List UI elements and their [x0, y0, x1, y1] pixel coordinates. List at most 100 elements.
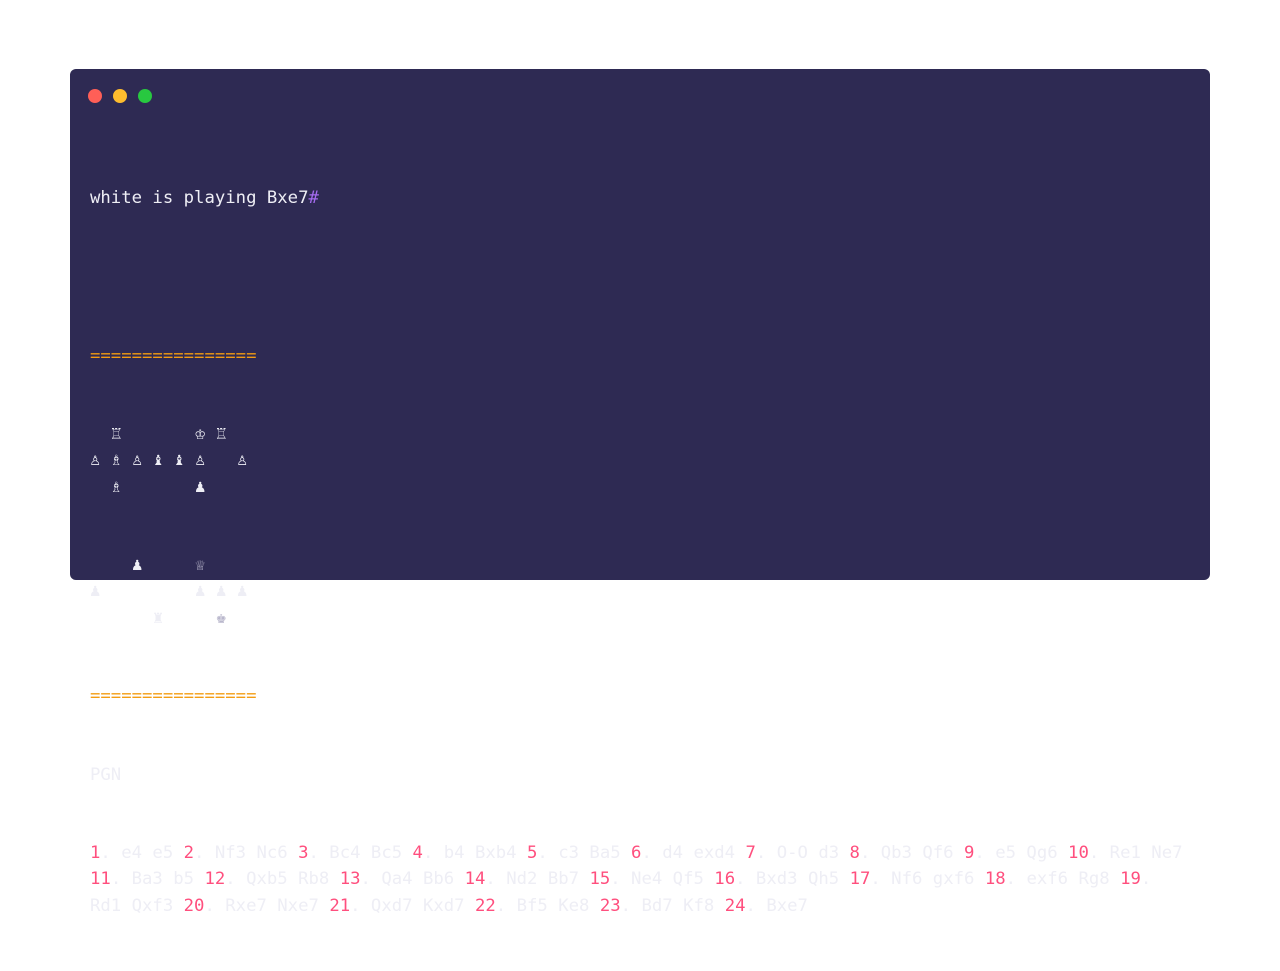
empty-square — [132, 474, 153, 500]
move-number: 15 — [589, 869, 611, 890]
maximize-button[interactable] — [138, 89, 152, 103]
empty-square — [132, 605, 153, 631]
pgn-label: PGN — [90, 764, 122, 785]
board-rank-3: ♟ ♕ — [90, 552, 1190, 578]
empty-square — [237, 605, 258, 631]
empty-square — [237, 500, 258, 526]
terminal-window: white is playing Bxe7# ================ … — [70, 69, 1210, 916]
empty-square — [132, 578, 153, 604]
board-rank-5 — [90, 500, 1190, 526]
board-rank-2: ♟ ♟ ♟ ♟ — [90, 578, 1190, 604]
move-text: . Qxb5 Rb8 — [225, 869, 340, 890]
move-text: . b4 Bxb4 — [422, 843, 527, 864]
empty-square — [174, 500, 195, 526]
empty-square — [174, 474, 195, 500]
empty-square — [90, 605, 111, 631]
move-number: 8 — [849, 843, 860, 864]
move-number: 4 — [412, 843, 423, 864]
move-text: . Rxe7 Nxe7 — [204, 895, 330, 916]
move-number: 18 — [984, 869, 1006, 890]
chess-piece: ♙ — [237, 450, 248, 471]
move-text: . Qa4 Bb6 — [360, 869, 465, 890]
empty-square — [132, 421, 153, 447]
move-number: 11 — [90, 869, 111, 890]
chess-piece: ♜ — [153, 607, 164, 628]
move-number: 17 — [849, 869, 871, 890]
chess-board: ♖ ♔ ♖ ♙ ♗ ♙ ♝ ♝ ♙ ♙ ♗ ♟ ♟ ♕ ♟ ♟ ♟ ♟ ♜ ♚ — [90, 421, 1190, 631]
chess-piece: ♙ — [132, 450, 143, 471]
move-text: . Nd2 Bb7 — [485, 869, 590, 890]
move-text: . c3 Ba5 — [537, 843, 632, 864]
move-number: 20 — [183, 895, 205, 916]
move-text: . Bxd3 Qh5 — [735, 869, 850, 890]
board-rank-7: ♙ ♗ ♙ ♝ ♝ ♙ ♙ — [90, 447, 1190, 473]
chess-piece: ♝ — [174, 450, 185, 471]
empty-square — [153, 526, 174, 552]
board-separator-top: ================ — [90, 345, 257, 366]
empty-square — [90, 421, 111, 447]
terminal-output: white is playing Bxe7# ================ … — [90, 133, 1190, 971]
move-number: 14 — [464, 869, 486, 890]
minimize-button[interactable] — [113, 89, 127, 103]
empty-square — [153, 421, 174, 447]
move-text: . e4 e5 — [100, 843, 184, 864]
empty-square — [153, 500, 174, 526]
empty-square — [237, 421, 258, 447]
move-text: . Bf5 Ke8 — [495, 895, 600, 916]
status-line: white is playing Bxe7# — [90, 185, 1190, 211]
empty-square — [153, 474, 174, 500]
empty-square — [174, 605, 195, 631]
chess-piece: ♗ — [111, 450, 122, 471]
chess-piece: ♔ — [195, 424, 206, 445]
chess-piece: ♖ — [216, 424, 227, 445]
empty-square — [111, 605, 132, 631]
move-number: 2 — [183, 843, 195, 864]
move-text: . Bd7 Kf8 — [620, 895, 725, 916]
board-rank-8: ♖ ♔ ♖ — [90, 421, 1190, 447]
move-text: . Re1 Ne7 — [1088, 843, 1183, 864]
empty-square — [237, 526, 258, 552]
empty-square — [174, 552, 195, 578]
empty-square — [90, 552, 111, 578]
close-button[interactable] — [88, 89, 102, 103]
move-text: . e5 Qg6 — [974, 843, 1069, 864]
board-rank-6: ♗ ♟ — [90, 474, 1190, 500]
chess-piece: ♟ — [216, 581, 227, 602]
board-separator-bottom: ================ — [90, 686, 257, 707]
empty-square — [237, 474, 258, 500]
move-text: . Bxe7 — [745, 895, 808, 916]
empty-square — [216, 500, 237, 526]
move-number: 9 — [964, 843, 975, 864]
empty-square — [90, 500, 111, 526]
empty-square — [90, 474, 111, 500]
move-text: . O-O d3 — [755, 843, 850, 864]
move-number: 5 — [527, 843, 538, 864]
empty-square — [153, 578, 174, 604]
move-text: . Qxd7 Kxd7 — [350, 895, 475, 916]
chess-piece: ♗ — [111, 476, 122, 497]
empty-square — [90, 526, 111, 552]
move-number: 6 — [631, 843, 642, 864]
move-text: . d4 exd4 — [641, 843, 746, 864]
chess-piece: ♟ — [90, 581, 101, 602]
move-number: 19 — [1120, 869, 1141, 890]
empty-square — [132, 500, 153, 526]
chess-piece: ♟ — [195, 581, 206, 602]
move-number: 3 — [298, 843, 309, 864]
move-text: . Nf6 gxf6 — [870, 869, 985, 890]
chess-piece: ♙ — [195, 450, 206, 471]
move-number: 1 — [90, 843, 101, 864]
move-number: 12 — [204, 869, 226, 890]
empty-square — [111, 552, 132, 578]
empty-square — [174, 421, 195, 447]
board-rank-4 — [90, 526, 1190, 552]
empty-square — [111, 578, 132, 604]
move-number: 24 — [724, 895, 746, 916]
move-text: . Nf3 Nc6 — [194, 843, 299, 864]
empty-square — [216, 552, 237, 578]
chess-piece: ♟ — [195, 476, 206, 497]
empty-square — [216, 526, 237, 552]
chess-piece: ♚ — [216, 607, 227, 628]
empty-square — [111, 500, 132, 526]
move-number: 22 — [474, 895, 496, 916]
